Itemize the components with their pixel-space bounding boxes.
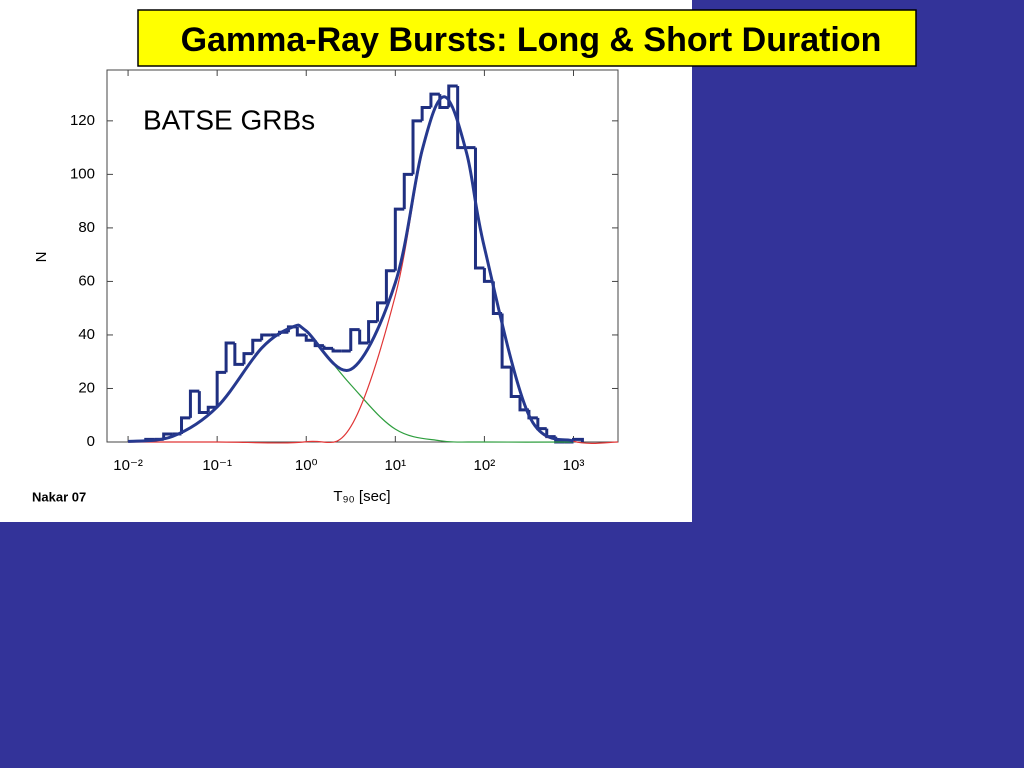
histogram-bin: [295, 326, 307, 337]
histogram-bin: [420, 105, 431, 121]
histogram-bin: [251, 338, 262, 354]
x-tick-label: 10²: [474, 457, 496, 474]
x-tick-label: 10⁻²: [113, 457, 143, 474]
y-tick-label: 120: [70, 112, 95, 129]
x-tick-label: 10³: [563, 457, 585, 474]
histogram-bin: [215, 370, 227, 408]
histogram-bin: [376, 301, 387, 322]
title-box: [137, 9, 917, 67]
histogram-bin: [473, 147, 485, 270]
histogram-bin: [180, 416, 191, 434]
y-tick-label: 100: [70, 165, 95, 182]
histogram-bin: [411, 119, 423, 175]
y-axis-label: N: [33, 252, 50, 263]
annotation: BATSE GRBs: [143, 104, 315, 135]
y-tick-label: 80: [78, 219, 95, 236]
histogram-bin: [304, 334, 316, 342]
y-tick-label: 40: [78, 326, 95, 343]
histogram-bin: [367, 320, 378, 343]
chart-title: Gamma-Ray Bursts: Long & Short Duration: [181, 21, 882, 59]
fit-curve: [127, 95, 575, 443]
histogram-bin: [206, 405, 218, 413]
y-tick-label: 0: [87, 433, 95, 450]
histogram-bin: [242, 352, 253, 365]
x-axis-label: T₉₀ [sec]: [333, 488, 390, 505]
y-tick-label: 60: [78, 272, 95, 289]
histogram-bin: [331, 348, 342, 353]
histogram-bin: [224, 341, 235, 373]
histogram-bin: [500, 313, 512, 369]
histogram-bin: [393, 207, 405, 271]
histogram-bin: [429, 92, 440, 108]
histogram-bin: [197, 391, 209, 415]
plot-frame: [106, 69, 619, 443]
histogram-bin: [384, 269, 396, 303]
x-tick-label: 10¹: [384, 457, 406, 474]
y-tick-label: 20: [78, 379, 95, 396]
source: Nakar 07: [32, 489, 86, 504]
histogram-bin: [358, 329, 369, 345]
x-tick-label: 10⁰: [295, 457, 318, 474]
histogram-bin: [188, 389, 200, 418]
histogram-bin: [509, 367, 521, 399]
histogram-bin: [402, 172, 414, 210]
histogram-bin: [233, 342, 244, 366]
histogram-bin: [322, 345, 334, 350]
x-tick-label: 10⁻¹: [202, 457, 232, 474]
histogram-bin: [349, 328, 360, 352]
figure-panel: [0, 0, 692, 522]
histogram-bin: [482, 268, 494, 283]
histogram-bin: [260, 333, 271, 341]
